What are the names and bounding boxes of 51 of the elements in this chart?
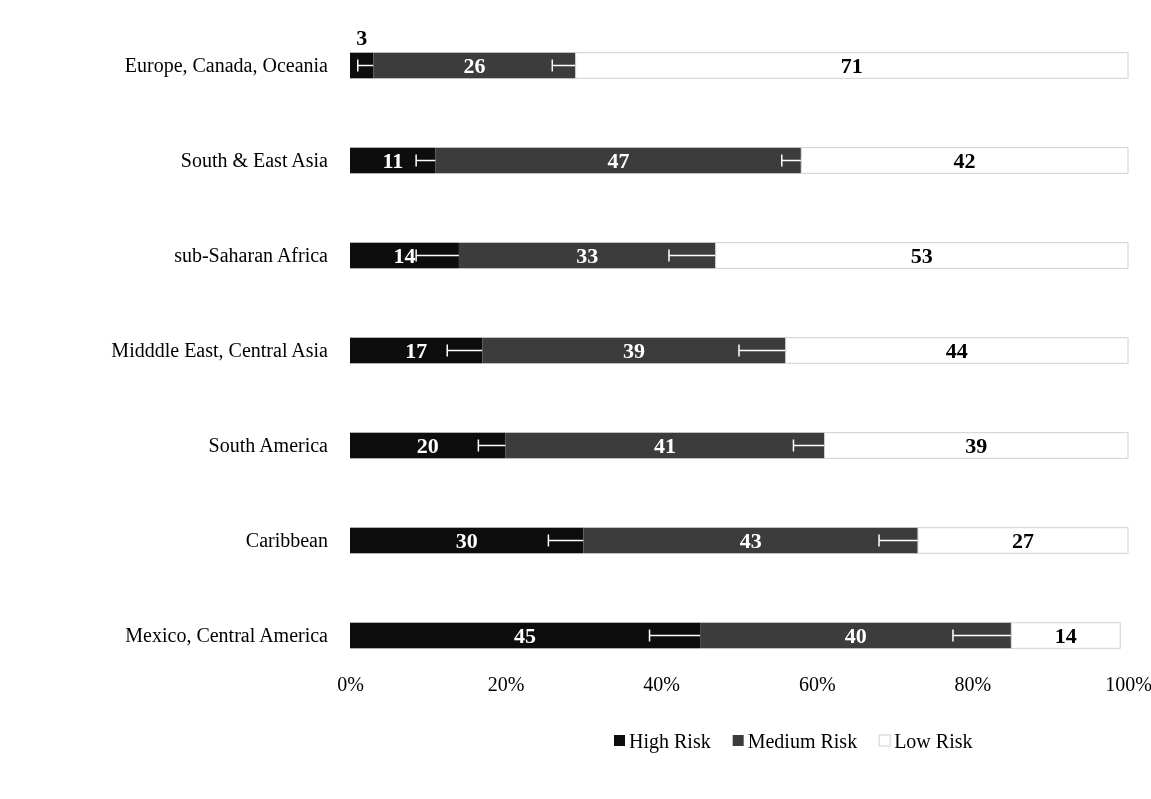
data-label: 39 <box>965 433 988 459</box>
x-tick-label: 80% <box>954 673 992 696</box>
data-label: 26 <box>463 53 486 79</box>
data-label: 43 <box>739 528 762 554</box>
data-label: 33 <box>576 243 599 269</box>
x-tick-label: 0% <box>337 673 364 696</box>
bar <box>482 337 786 364</box>
bar <box>350 527 584 554</box>
bar <box>583 527 918 554</box>
x-tick-label: 20% <box>487 673 525 696</box>
y-tick-label: South & East Asia <box>180 148 329 171</box>
bar <box>350 622 701 649</box>
data-label: 42 <box>953 148 976 174</box>
legend-label: Low Risk <box>894 730 973 752</box>
bar <box>350 242 459 269</box>
data-label: 40 <box>844 623 867 649</box>
data-label: 17 <box>405 338 428 364</box>
y-tick-label: sub-Saharan Africa <box>174 243 329 266</box>
x-tick-label: 100% <box>1105 673 1151 696</box>
data-label: 45 <box>514 623 537 649</box>
y-tick-label: Europe, Canada, Oceania <box>124 53 329 77</box>
legend-label: High Risk <box>629 730 711 753</box>
x-tick-label: 40% <box>643 673 681 696</box>
data-label: 3 <box>356 24 368 50</box>
bar <box>350 147 436 174</box>
x-tick-label: 60% <box>798 673 836 696</box>
y-tick-label: Midddle East, Central Asia <box>111 338 329 361</box>
bar <box>458 242 716 269</box>
y-tick-label: South America <box>208 433 329 456</box>
data-label: 11 <box>382 148 404 174</box>
data-label: 14 <box>1054 623 1077 649</box>
bar <box>350 337 483 364</box>
data-label: 41 <box>654 433 677 459</box>
bar <box>350 52 374 79</box>
legend-label: Medium Risk <box>747 730 858 752</box>
bar <box>350 432 506 459</box>
data-label: 27 <box>1011 528 1034 554</box>
bar <box>700 622 1012 649</box>
y-tick-label: Caribbean <box>245 528 328 551</box>
bar <box>373 52 576 79</box>
data-label: 53 <box>910 243 933 269</box>
data-label: 20 <box>416 433 439 459</box>
data-label: 39 <box>622 338 645 364</box>
data-label: 30 <box>455 528 478 554</box>
data-label: 44 <box>945 338 968 364</box>
bar <box>435 147 802 174</box>
data-label: 47 <box>607 148 630 174</box>
data-label: 71 <box>840 53 863 79</box>
y-tick-label: Mexico, Central America <box>125 623 329 646</box>
bar <box>505 432 825 459</box>
data-label: 14 <box>393 243 416 269</box>
